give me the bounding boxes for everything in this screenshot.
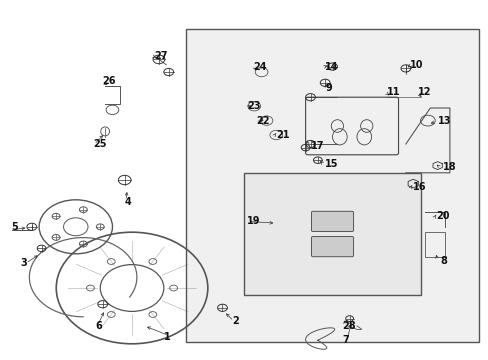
Text: 3: 3 <box>20 258 27 268</box>
Bar <box>425 232 444 257</box>
Text: 10: 10 <box>409 60 423 70</box>
Text: 11: 11 <box>386 87 400 97</box>
Text: 27: 27 <box>154 51 167 61</box>
Text: 26: 26 <box>102 76 116 86</box>
Text: 24: 24 <box>253 62 266 72</box>
Text: 9: 9 <box>325 83 331 93</box>
FancyBboxPatch shape <box>311 237 353 257</box>
Text: 7: 7 <box>342 335 348 345</box>
Text: 17: 17 <box>310 141 324 151</box>
Text: 22: 22 <box>256 116 270 126</box>
Text: 1: 1 <box>163 332 170 342</box>
Text: 21: 21 <box>276 130 289 140</box>
Bar <box>185 29 478 342</box>
Text: 25: 25 <box>93 139 106 149</box>
Text: 28: 28 <box>342 321 355 331</box>
Text: 14: 14 <box>325 62 338 72</box>
Text: 23: 23 <box>246 101 260 111</box>
Text: 18: 18 <box>442 162 455 172</box>
Text: 8: 8 <box>439 256 446 266</box>
Text: 16: 16 <box>412 182 426 192</box>
FancyBboxPatch shape <box>311 211 353 231</box>
Text: 6: 6 <box>95 321 102 331</box>
Text: 19: 19 <box>246 216 260 226</box>
Text: 5: 5 <box>11 222 18 232</box>
Bar <box>244 173 420 295</box>
Text: 15: 15 <box>325 159 338 169</box>
Text: 2: 2 <box>232 316 239 326</box>
Text: 4: 4 <box>124 197 131 207</box>
Text: 12: 12 <box>417 87 431 97</box>
Text: 20: 20 <box>435 211 449 221</box>
Text: 13: 13 <box>437 116 450 126</box>
